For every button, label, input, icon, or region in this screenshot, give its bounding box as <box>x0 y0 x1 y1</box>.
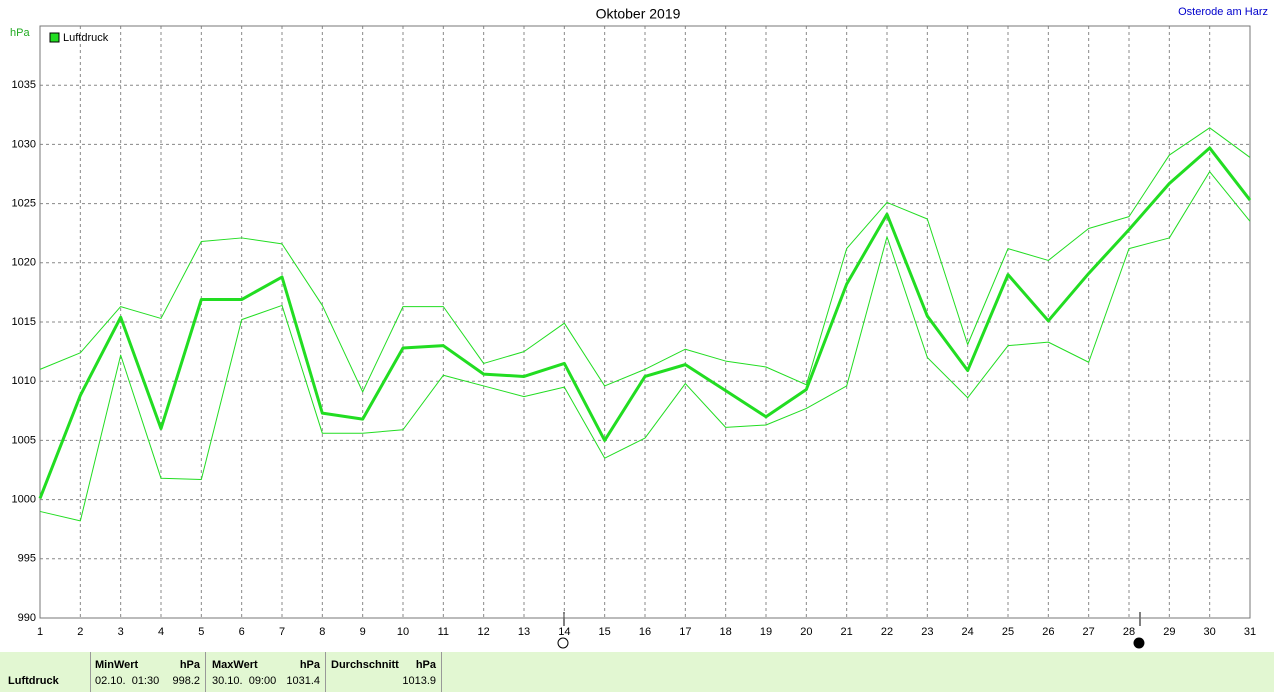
x-tick-label: 29 <box>1163 626 1175 638</box>
y-tick-label: 1030 <box>12 138 36 150</box>
col-value: 1031.4 <box>286 675 320 687</box>
x-tick-label: 16 <box>639 626 651 638</box>
min-column: MinWert hPa 02.10. 01:30 998.2 <box>90 652 206 692</box>
y-tick-label: 1000 <box>12 494 36 506</box>
moon-icon <box>1133 637 1145 649</box>
x-tick-label: 23 <box>921 626 933 638</box>
col-unit: hPa <box>179 659 200 671</box>
max-column: MaxWert hPa 30.10. 09:00 1031.4 <box>205 652 326 692</box>
col-time: 02.10. 01:30 <box>95 675 160 687</box>
x-tick-label: 15 <box>599 626 611 638</box>
x-tick-label: 8 <box>319 626 325 638</box>
y-tick-label: 1010 <box>12 375 36 387</box>
max-line <box>39 127 1251 393</box>
x-tick-label: 13 <box>518 626 530 638</box>
x-tick-label: 27 <box>1083 626 1095 638</box>
y-tick-label: 995 <box>18 553 36 565</box>
x-tick-label: 9 <box>360 626 366 638</box>
station: Osterode am Harz <box>1178 6 1268 18</box>
y-tick-label: 1005 <box>12 434 36 446</box>
x-tick-label: 10 <box>397 626 409 638</box>
col-title: Durchschnitt <box>331 659 399 671</box>
y-tick-label: 990 <box>18 612 36 624</box>
footer-label: Luftdruck <box>8 675 59 687</box>
x-tick-label: 18 <box>720 626 732 638</box>
x-tick-label: 14 <box>558 626 570 638</box>
avg-column: Durchschnitt hPa 1013.9 <box>325 652 442 692</box>
x-tick-label: 5 <box>198 626 204 638</box>
x-tick-label: 4 <box>158 626 164 638</box>
x-tick-label: 21 <box>841 626 853 638</box>
x-tick-label: 3 <box>118 626 124 638</box>
y-tick-label: 1025 <box>12 198 36 210</box>
x-tick-label: 30 <box>1204 626 1216 638</box>
x-tick-label: 17 <box>679 626 691 638</box>
y-tick-label: 1020 <box>12 257 36 269</box>
x-tick-label: 1 <box>37 626 43 638</box>
x-tick-label: 2 <box>77 626 83 638</box>
col-title: MinWert <box>95 659 139 671</box>
moon-icon <box>557 637 569 649</box>
x-tick-label: 19 <box>760 626 772 638</box>
x-tick-label: 31 <box>1244 626 1256 638</box>
x-tick-label: 25 <box>1002 626 1014 638</box>
col-time: 30.10. 09:00 <box>212 675 277 687</box>
chart: Oktober 2019 Osterode am Harz hPa Luftdr… <box>10 6 1268 649</box>
x-tick-label: 12 <box>478 626 490 638</box>
x-tick-label: 6 <box>239 626 245 638</box>
footer: Luftdruck MinWert hPa 02.10. 01:30 998.2… <box>0 652 1274 692</box>
y-tick-label: 1015 <box>12 316 36 328</box>
y-tick-label: 1035 <box>12 79 36 91</box>
x-tick-label: 20 <box>800 626 812 638</box>
x-tick-label: 22 <box>881 626 893 638</box>
legend-label: Luftdruck <box>63 32 109 44</box>
x-tick-label: 24 <box>962 626 974 638</box>
x-tick-label: 26 <box>1042 626 1054 638</box>
col-value: 1013.9 <box>402 675 436 687</box>
min-line <box>39 171 1251 522</box>
x-tick-label: 11 <box>438 626 449 638</box>
x-tick-label: 7 <box>279 626 285 638</box>
x-tick-label: 28 <box>1123 626 1135 638</box>
col-unit: hPa <box>299 659 320 671</box>
col-unit: hPa <box>415 659 436 671</box>
col-title: MaxWert <box>212 659 258 671</box>
col-value: 998.2 <box>172 675 200 687</box>
chart-title: Oktober 2019 <box>596 6 681 22</box>
line <box>38 146 1252 499</box>
legend-swatch <box>49 32 60 43</box>
plot-frame <box>39 25 1251 619</box>
y-axis-label: hPa <box>10 27 30 39</box>
